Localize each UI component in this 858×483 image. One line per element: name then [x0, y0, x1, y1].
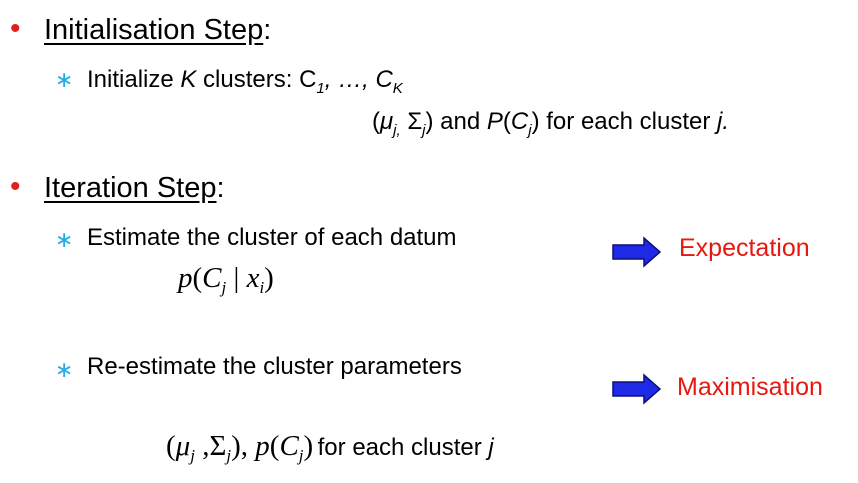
- right-arrow-icon: [612, 236, 662, 268]
- section-heading-iteration: Iteration Step:: [44, 172, 225, 204]
- blue-asterisk-bullet: ∗: [55, 357, 74, 382]
- for-each-cluster-text: for each cluster j: [317, 434, 494, 461]
- blue-asterisk-bullet: ∗: [55, 67, 74, 92]
- maximisation-label: Maximisation: [677, 373, 823, 401]
- estimate-text: Estimate the cluster of each datum: [87, 224, 457, 251]
- initialize-clusters-text: Initialize K clusters: C1, …, CK: [87, 66, 403, 97]
- parameters-formula: (μj ,Σj), p(Cj) for each cluster j: [166, 430, 494, 465]
- reestimate-text: Re-estimate the cluster parameters: [87, 353, 462, 380]
- red-dot-bullet: •: [10, 12, 21, 45]
- expectation-label: Expectation: [679, 234, 810, 262]
- section-heading-initialisation: Initialisation Step:: [44, 14, 272, 46]
- cluster-params-text: (μj, Σj) and P(Cj) for each cluster j.: [372, 108, 730, 139]
- blue-asterisk-bullet: ∗: [55, 227, 74, 252]
- posterior-formula: p(Cj | xi): [178, 262, 274, 297]
- right-arrow-icon: [612, 373, 662, 405]
- red-dot-bullet: •: [10, 170, 21, 203]
